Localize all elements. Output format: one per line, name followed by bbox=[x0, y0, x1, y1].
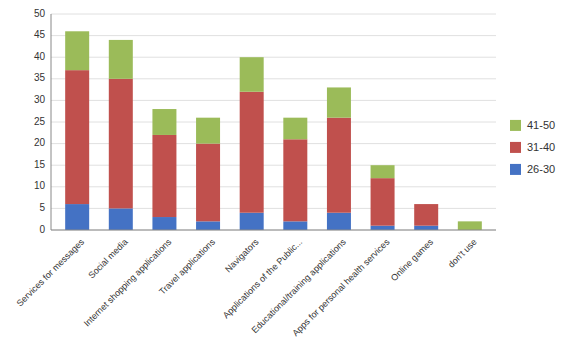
bar-segment bbox=[327, 118, 351, 213]
y-tick-label: 15 bbox=[34, 159, 46, 170]
bar-segment bbox=[109, 79, 133, 209]
y-tick-label: 45 bbox=[34, 29, 46, 40]
bar-segment bbox=[152, 135, 176, 217]
bar-segment bbox=[371, 178, 395, 226]
grid-line bbox=[51, 14, 496, 15]
y-tick-label: 50 bbox=[34, 8, 46, 19]
legend-swatch bbox=[510, 164, 521, 175]
series bbox=[65, 31, 482, 230]
bar-segment bbox=[65, 31, 89, 70]
y-tick-label: 0 bbox=[39, 224, 45, 235]
series bbox=[65, 70, 438, 226]
chart-container: 0 5 10 15 20 25 30 35 40 45 50 Services for message… bbox=[0, 0, 576, 350]
grid bbox=[51, 14, 496, 230]
chart-svg: 0 5 10 15 20 25 30 35 40 45 50 Services for message… bbox=[0, 0, 576, 350]
bar-segment bbox=[327, 213, 351, 230]
legend-label: 41-50 bbox=[527, 119, 555, 131]
x-tick-label: Educational/training applications bbox=[250, 237, 349, 336]
bar-segment bbox=[196, 144, 220, 222]
grid-line bbox=[51, 230, 496, 231]
y-tick-label: 25 bbox=[34, 116, 46, 127]
y-axis: 0 5 10 15 20 25 30 35 40 45 50 bbox=[34, 8, 46, 235]
bar-segment bbox=[414, 226, 438, 230]
x-tick-label: Social media bbox=[86, 237, 130, 281]
y-tick-label: 5 bbox=[39, 202, 45, 213]
x-tick-label: Navigators bbox=[223, 237, 261, 275]
x-tick-label: don't use bbox=[446, 237, 479, 270]
bar-segment bbox=[240, 213, 264, 230]
bars bbox=[65, 31, 482, 230]
bar-segment bbox=[283, 139, 307, 221]
bar-segment bbox=[240, 92, 264, 213]
bar-segment bbox=[371, 226, 395, 230]
bar-segment bbox=[414, 204, 438, 205]
x-tick-label: Online games bbox=[389, 237, 436, 284]
legend-swatch bbox=[510, 142, 521, 153]
bar-segment bbox=[283, 118, 307, 140]
legend-label: 26-30 bbox=[527, 163, 555, 175]
x-tick-label: Travel applications bbox=[157, 237, 217, 297]
y-tick-label: 20 bbox=[34, 137, 46, 148]
bar-segment bbox=[196, 221, 220, 230]
bar-segment bbox=[65, 204, 89, 230]
y-axis-line bbox=[51, 14, 52, 230]
y-tick-label: 35 bbox=[34, 72, 46, 83]
bar-segment bbox=[196, 118, 220, 144]
bar-segment bbox=[283, 221, 307, 230]
x-tick-label: Services for messages bbox=[15, 237, 87, 309]
bar-segment bbox=[109, 40, 133, 79]
x-axis: Services for messagesSocial mediaInterne… bbox=[15, 237, 479, 339]
bar-segment bbox=[371, 165, 395, 178]
x-tick-label: Internet shopping applications bbox=[82, 237, 174, 329]
x-tick-label: Apps for personal health services bbox=[290, 237, 392, 339]
legend-label: 31-40 bbox=[527, 141, 555, 153]
y-tick-label: 40 bbox=[34, 51, 46, 62]
bar-segment bbox=[414, 204, 438, 226]
grid-line bbox=[51, 35, 496, 36]
legend-swatch bbox=[510, 120, 521, 131]
bar-segment bbox=[240, 57, 264, 92]
bar-segment bbox=[458, 221, 482, 230]
bar-segment bbox=[65, 70, 89, 204]
x-tick-label: Applications of the Public... bbox=[221, 237, 304, 320]
x-axis-line bbox=[51, 230, 496, 231]
bar-segment bbox=[152, 217, 176, 230]
bar-segment bbox=[109, 208, 133, 230]
legend: 41-50 31-40 26-30 bbox=[510, 119, 555, 175]
bar-segment bbox=[152, 109, 176, 135]
y-tick-label: 10 bbox=[34, 180, 46, 191]
y-tick-label: 30 bbox=[34, 94, 46, 105]
bar-segment bbox=[327, 87, 351, 117]
